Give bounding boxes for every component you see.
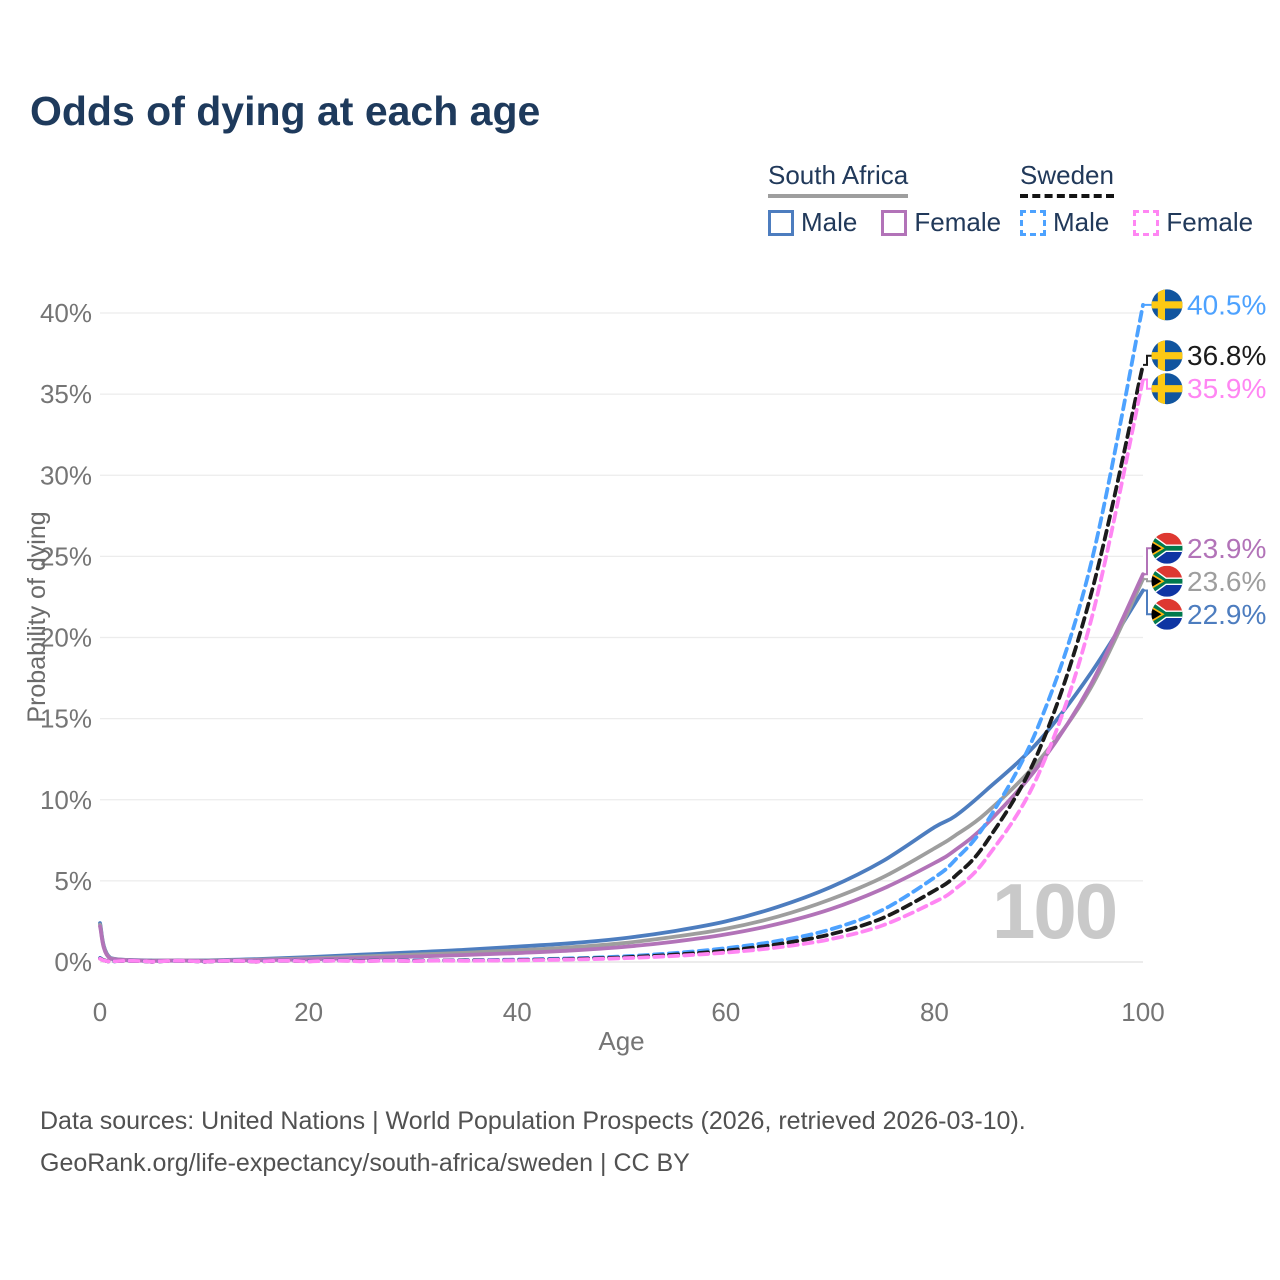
end-value-label-south-africa-female: 23.9% [1187,533,1266,564]
flag-icon-sweden [1151,340,1183,372]
y-tick-label: 40% [40,298,92,328]
end-value-label-sweden-male: 40.5% [1187,289,1266,320]
y-tick-label: 25% [40,541,92,571]
legend-item-label: Female [1166,207,1254,237]
x-axis-title: Age [598,1026,644,1056]
y-tick-label: 0% [54,947,92,977]
flag-icon-south-africa [1151,565,1183,597]
x-tick-label: 100 [1121,997,1164,1027]
y-tick-label: 30% [40,460,92,490]
series-line-sweden-male [98,303,1145,964]
y-axis-title: Probability of dying [23,511,51,722]
page-title: Odds of dying at each age [30,88,541,134]
legend-swatch-icon [1020,209,1046,236]
attribution-line: GeoRank.org/life-expectancy/south-africa… [40,1149,690,1177]
end-value-label-south-africa-male: 22.9% [1187,599,1266,630]
end-label-connector [1143,547,1152,576]
x-tick-label: 60 [711,997,740,1027]
series-line-sweden-female [98,377,1145,964]
legend-swatch-icon [881,209,908,236]
legend-item-sweden-male[interactable]: Male [1020,207,1109,238]
series-line-south-africa-total [98,577,1145,963]
series-line-south-africa-female [98,572,1145,963]
legend-item-label: Male [801,207,858,237]
x-tick-label: 0 [93,997,107,1027]
series-line-south-africa-male [98,588,1145,963]
data-sources-line: Data sources: United Nations | World Pop… [40,1107,1026,1135]
x-tick-label: 20 [294,997,323,1027]
end-label-connector [1143,589,1152,616]
end-value-label-sweden-female: 35.9% [1187,373,1266,404]
legend-group-sweden: Sweden Male Female [1020,160,1253,238]
y-tick-label: 35% [40,379,92,409]
x-tick-label: 40 [503,997,532,1027]
legend-heading-sweden: Sweden [1020,160,1114,198]
legend-heading-south-africa: South Africa [768,160,909,198]
series-line-sweden-total [98,363,1145,964]
legend-item-sweden-female[interactable]: Female [1133,207,1253,238]
legend-item-south-africa-male[interactable]: Male [768,207,857,238]
y-tick-label: 20% [40,623,92,653]
end-value-label-sweden-total: 36.8% [1187,340,1266,371]
legend-item-label: Male [1053,207,1110,237]
legend-group-south-africa: South Africa Male Female [768,160,1001,238]
flag-icon-sweden [1151,289,1183,321]
end-value-label-south-africa-total: 23.6% [1187,566,1266,597]
y-tick-label: 15% [40,704,92,734]
flag-icon-south-africa [1151,598,1183,630]
x-tick-label: 80 [920,997,949,1027]
y-tick-label: 10% [40,785,92,815]
legend-swatch-icon [1133,209,1160,236]
y-tick-label: 5% [54,866,92,896]
end-label-connector [1143,578,1152,583]
current-age-watermark: 100 [992,867,1118,955]
flag-icon-sweden [1151,373,1183,405]
data-sources-footer: Data sources: United Nations | World Pop… [40,1100,1026,1184]
flag-icon-south-africa [1151,532,1183,564]
end-label-connector [1143,354,1152,366]
end-label-connector [1143,378,1152,390]
legend-item-label: Female [914,207,1002,237]
legend-item-south-africa-female[interactable]: Female [881,207,1001,238]
legend-swatch-icon [768,209,794,236]
